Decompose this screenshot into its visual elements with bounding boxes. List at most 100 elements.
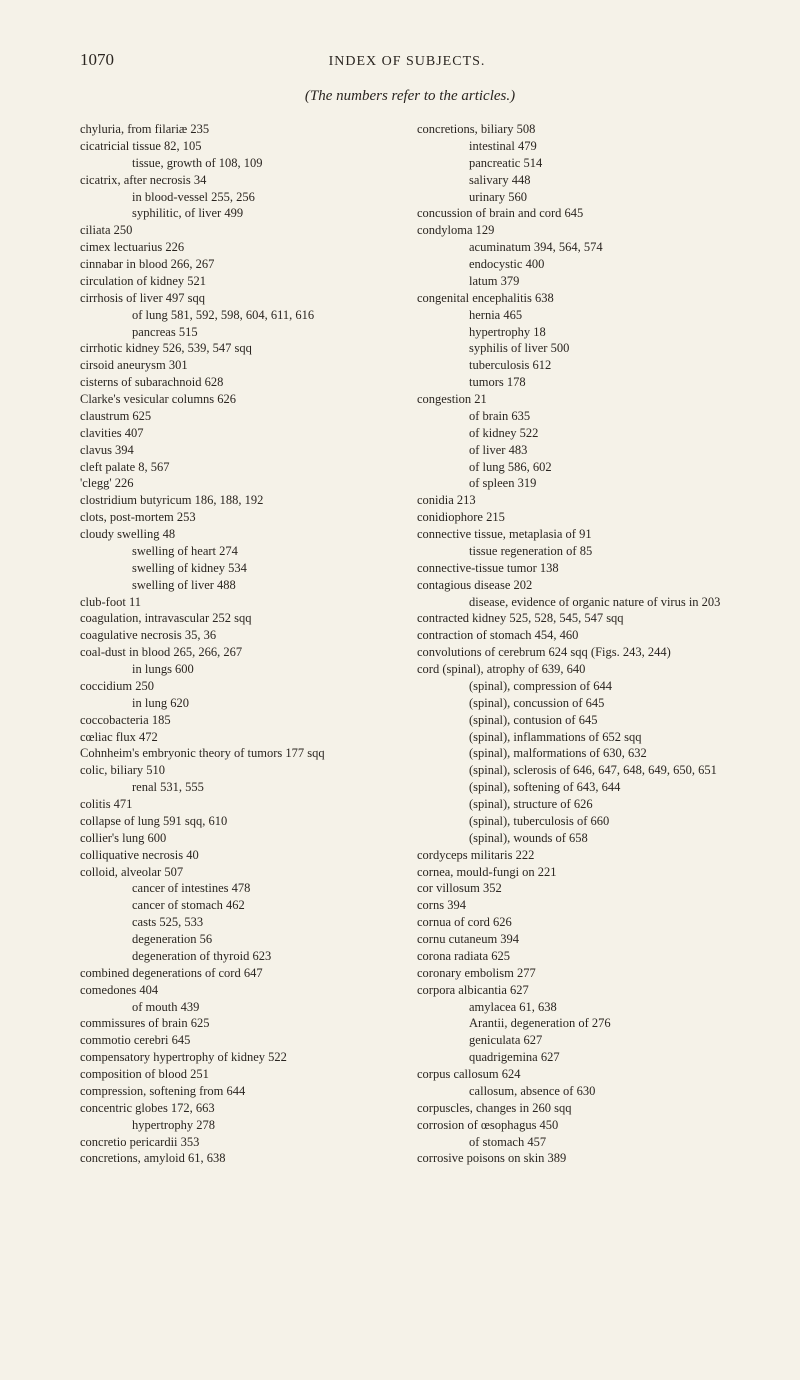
- index-entry: chyluria, from filariæ 235: [80, 121, 403, 138]
- index-entry: in lung 620: [80, 695, 403, 712]
- index-entry: disease, evidence of organic nature of v…: [417, 594, 740, 611]
- index-entry: intestinal 479: [417, 138, 740, 155]
- index-entry: tuberculosis 612: [417, 357, 740, 374]
- index-entry: contraction of stomach 454, 460: [417, 627, 740, 644]
- index-entry: of kidney 522: [417, 425, 740, 442]
- index-entry: club-foot 11: [80, 594, 403, 611]
- index-entry: tumors 178: [417, 374, 740, 391]
- index-entry: cirrhosis of liver 497 sqq: [80, 290, 403, 307]
- index-entry: Clarke's vesicular columns 626: [80, 391, 403, 408]
- index-entry: swelling of heart 274: [80, 543, 403, 560]
- index-entry: pancreatic 514: [417, 155, 740, 172]
- index-entry: cancer of intestines 478: [80, 880, 403, 897]
- index-entry: concretio pericardii 353: [80, 1134, 403, 1151]
- index-entry: cirrhotic kidney 526, 539, 547 sqq: [80, 340, 403, 357]
- index-entry: Cohnheim's embryonic theory of tumors 17…: [80, 745, 403, 762]
- index-entry: contagious disease 202: [417, 577, 740, 594]
- index-entry: of mouth 439: [80, 999, 403, 1016]
- index-entry: colic, biliary 510: [80, 762, 403, 779]
- index-entry: syphilis of liver 500: [417, 340, 740, 357]
- index-entry: degeneration 56: [80, 931, 403, 948]
- index-entry: contracted kidney 525, 528, 545, 547 sqq: [417, 610, 740, 627]
- index-entry: corns 394: [417, 897, 740, 914]
- index-entry: latum 379: [417, 273, 740, 290]
- right-column: concretions, biliary 508intestinal 479pa…: [417, 121, 740, 1167]
- index-entry: corona radiata 625: [417, 948, 740, 965]
- index-entry: urinary 560: [417, 189, 740, 206]
- index-entry: (spinal), inflammations of 652 sqq: [417, 729, 740, 746]
- index-entry: hypertrophy 278: [80, 1117, 403, 1134]
- page-subtitle: (The numbers refer to the articles.): [80, 88, 740, 105]
- index-entry: cordyceps militaris 222: [417, 847, 740, 864]
- index-entry: concretions, biliary 508: [417, 121, 740, 138]
- index-entry: corrosive poisons on skin 389: [417, 1150, 740, 1167]
- index-entry: in lungs 600: [80, 661, 403, 678]
- index-entry: congestion 21: [417, 391, 740, 408]
- index-entry: colliquative necrosis 40: [80, 847, 403, 864]
- index-entry: collapse of lung 591 sqq, 610: [80, 813, 403, 830]
- index-entry: concretions, amyloid 61, 638: [80, 1150, 403, 1167]
- index-entry: swelling of kidney 534: [80, 560, 403, 577]
- index-entry: (spinal), sclerosis of 646, 647, 648, 64…: [417, 762, 740, 779]
- index-entry: renal 531, 555: [80, 779, 403, 796]
- index-entry: corpora albicantia 627: [417, 982, 740, 999]
- index-entry: corpuscles, changes in 260 sqq: [417, 1100, 740, 1117]
- index-entry: coal-dust in blood 265, 266, 267: [80, 644, 403, 661]
- index-entry: (spinal), structure of 626: [417, 796, 740, 813]
- index-entry: cloudy swelling 48: [80, 526, 403, 543]
- index-entry: (spinal), softening of 643, 644: [417, 779, 740, 796]
- index-entry: colitis 471: [80, 796, 403, 813]
- index-entry: geniculata 627: [417, 1032, 740, 1049]
- index-entry: condyloma 129: [417, 222, 740, 239]
- index-entry: coccidium 250: [80, 678, 403, 695]
- index-entry: quadrigemina 627: [417, 1049, 740, 1066]
- index-entry: coagulative necrosis 35, 36: [80, 627, 403, 644]
- index-entry: tissue, growth of 108, 109: [80, 155, 403, 172]
- index-entry: commotio cerebri 645: [80, 1032, 403, 1049]
- index-entry: cornea, mould-fungi on 221: [417, 864, 740, 881]
- index-entry: collier's lung 600: [80, 830, 403, 847]
- index-entry: (spinal), compression of 644: [417, 678, 740, 695]
- index-entry: clostridium butyricum 186, 188, 192: [80, 492, 403, 509]
- index-entry: (spinal), contusion of 645: [417, 712, 740, 729]
- index-entry: cicatricial tissue 82, 105: [80, 138, 403, 155]
- index-entry: concentric globes 172, 663: [80, 1100, 403, 1117]
- index-entry: 'clegg' 226: [80, 475, 403, 492]
- left-column: chyluria, from filariæ 235cicatricial ti…: [80, 121, 403, 1167]
- index-entry: cicatrix, after necrosis 34: [80, 172, 403, 189]
- index-entry: of stomach 457: [417, 1134, 740, 1151]
- page-header: 1070 INDEX OF SUBJECTS.: [80, 50, 740, 70]
- index-entry: ciliata 250: [80, 222, 403, 239]
- index-entry: colloid, alveolar 507: [80, 864, 403, 881]
- index-entry: clavus 394: [80, 442, 403, 459]
- index-entry: in blood-vessel 255, 256: [80, 189, 403, 206]
- index-entry: hypertrophy 18: [417, 324, 740, 341]
- index-entry: casts 525, 533: [80, 914, 403, 931]
- index-entry: cœliac flux 472: [80, 729, 403, 746]
- index-entry: circulation of kidney 521: [80, 273, 403, 290]
- index-entry: of lung 581, 592, 598, 604, 611, 616: [80, 307, 403, 324]
- index-entry: Arantii, degeneration of 276: [417, 1015, 740, 1032]
- index-entry: composition of blood 251: [80, 1066, 403, 1083]
- index-entry: congenital encephalitis 638: [417, 290, 740, 307]
- index-entry: endocystic 400: [417, 256, 740, 273]
- page-title: INDEX OF SUBJECTS.: [329, 54, 486, 70]
- index-entry: comedones 404: [80, 982, 403, 999]
- index-entry: cornu cutaneum 394: [417, 931, 740, 948]
- index-entry: conidiophore 215: [417, 509, 740, 526]
- index-entry: compression, softening from 644: [80, 1083, 403, 1100]
- index-entry: cancer of stomach 462: [80, 897, 403, 914]
- index-entry: claustrum 625: [80, 408, 403, 425]
- index-entry: clavities 407: [80, 425, 403, 442]
- index-entry: concussion of brain and cord 645: [417, 205, 740, 222]
- index-entry: connective-tissue tumor 138: [417, 560, 740, 577]
- index-entry: convolutions of cerebrum 624 sqq (Figs. …: [417, 644, 740, 661]
- index-entry: corrosion of œsophagus 450: [417, 1117, 740, 1134]
- index-entry: of liver 483: [417, 442, 740, 459]
- index-entry: coccobacteria 185: [80, 712, 403, 729]
- index-entry: cinnabar in blood 266, 267: [80, 256, 403, 273]
- index-entry: conidia 213: [417, 492, 740, 509]
- index-entry: amylacea 61, 638: [417, 999, 740, 1016]
- page-number: 1070: [80, 50, 114, 70]
- index-entry: coronary embolism 277: [417, 965, 740, 982]
